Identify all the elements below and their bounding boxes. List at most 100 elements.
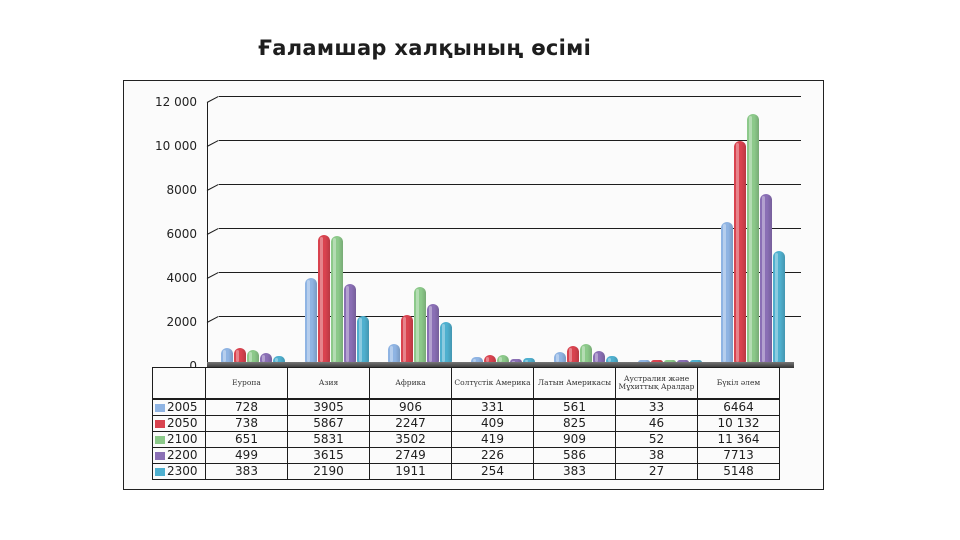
table-cell: 11 364: [697, 431, 780, 448]
gridline: [219, 272, 801, 273]
bar-2050: [318, 234, 330, 364]
table-cell: 3905: [287, 398, 370, 416]
bar-2050: [401, 314, 413, 364]
y-tick-label: 4000: [166, 271, 197, 285]
table-row: 2050 738 5867 2247 409 825 46 10 132: [152, 415, 780, 432]
chart-floor: [207, 362, 794, 368]
table-cell: 5148: [697, 463, 780, 480]
legend-entry: 2200: [152, 447, 206, 464]
table-cell: 38: [615, 447, 698, 464]
bar-2200: [427, 303, 439, 364]
table-cell: 499: [205, 447, 288, 464]
table-cell: 2247: [369, 415, 452, 432]
table-cell: 825: [533, 415, 616, 432]
bar-2200: [593, 351, 605, 364]
legend-swatch-icon: [155, 468, 165, 476]
table-cell: 728: [205, 398, 288, 416]
table-cell: 331: [451, 398, 534, 416]
table-header-row: Еуропа Азия Африка Солтүстік Америка Лат…: [152, 367, 780, 400]
y-tick-label: 6000: [166, 227, 197, 241]
column-header: Азия: [287, 367, 370, 400]
column-header: Африка: [369, 367, 452, 400]
page-title: Ғаламшар халқының өсімі: [258, 36, 592, 60]
bar-2005: [471, 356, 483, 364]
y-tick-label: 8000: [166, 183, 197, 197]
legend-entry: 2005: [152, 398, 206, 416]
bar-2100: [747, 114, 759, 364]
legend-label: 2005: [167, 400, 198, 414]
bar-2200: [760, 194, 772, 364]
y-tick-label: 2000: [166, 315, 197, 329]
gridline: [219, 228, 801, 229]
column-header: Латын Америкасы: [533, 367, 616, 400]
table-row: 2300 383 2190 1911 254 383 27 5148: [152, 463, 780, 480]
table-cell: 909: [533, 431, 616, 448]
bar-2300: [273, 355, 285, 364]
bar-2300: [440, 321, 452, 364]
gridline: [219, 96, 801, 97]
legend-entry: 2300: [152, 463, 206, 480]
bar-2050: [234, 347, 246, 364]
table-cell: 7713: [697, 447, 780, 464]
plot-area: [207, 80, 797, 366]
gridline: [219, 184, 801, 185]
table-cell: 1911: [369, 463, 452, 480]
table-cell: 586: [533, 447, 616, 464]
table-cell: 651: [205, 431, 288, 448]
y-tick-label: 0: [189, 359, 197, 373]
bar-2100: [331, 235, 343, 364]
legend-entry: 2050: [152, 415, 206, 432]
legend-swatch-icon: [155, 404, 165, 412]
table-cell: 33: [615, 398, 698, 416]
table-cell: 419: [451, 431, 534, 448]
table-cell: 5867: [287, 415, 370, 432]
bar-2050: [567, 345, 579, 364]
bar-2005: [721, 221, 733, 364]
y-axis-line: [207, 102, 208, 366]
table-cell: 10 132: [697, 415, 780, 432]
table-cell: 226: [451, 447, 534, 464]
legend-label: 2100: [167, 432, 198, 446]
bar-2300: [357, 315, 369, 364]
column-header: Еуропа: [205, 367, 288, 400]
bar-2300: [606, 355, 618, 364]
table-cell: 5831: [287, 431, 370, 448]
table-cell: 46: [615, 415, 698, 432]
bar-2005: [305, 278, 317, 364]
table-cell: 3502: [369, 431, 452, 448]
table-row: 2100 651 5831 3502 419 909 52 11 364: [152, 431, 780, 448]
table-cell: 738: [205, 415, 288, 432]
column-header: Солтүстік Америка: [451, 367, 534, 400]
bar-2300: [523, 358, 535, 364]
gridline: [219, 316, 801, 317]
table-cell: 52: [615, 431, 698, 448]
gridline: [219, 140, 801, 141]
column-header: Бүкіл әлем: [697, 367, 780, 400]
bar-2100: [580, 344, 592, 364]
bar-2200: [510, 359, 522, 364]
legend-label: 2200: [167, 448, 198, 462]
y-tick-label: 12 000: [155, 95, 197, 109]
legend-swatch-icon: [155, 452, 165, 460]
data-table: Еуропа Азия Африка Солтүстік Америка Лат…: [152, 367, 780, 480]
bar-2005: [554, 351, 566, 364]
bar-2100: [497, 354, 509, 364]
legend-label: 2050: [167, 416, 198, 430]
table-cell: 906: [369, 398, 452, 416]
table-corner: [152, 367, 206, 400]
table-cell: 27: [615, 463, 698, 480]
legend-swatch-icon: [155, 420, 165, 428]
legend-label: 2300: [167, 464, 198, 478]
table-cell: 2190: [287, 463, 370, 480]
table-cell: 3615: [287, 447, 370, 464]
bar-2050: [484, 355, 496, 364]
y-tick-label: 10 000: [155, 139, 197, 153]
bar-2005: [221, 347, 233, 364]
table-cell: 383: [205, 463, 288, 480]
table-row: 2005 728 3905 906 331 561 33 6464: [152, 398, 780, 416]
bar-2300: [773, 250, 785, 364]
bar-2005: [388, 344, 400, 364]
bar-2200: [260, 353, 272, 364]
table-cell: 6464: [697, 398, 780, 416]
bar-2100: [414, 286, 426, 364]
